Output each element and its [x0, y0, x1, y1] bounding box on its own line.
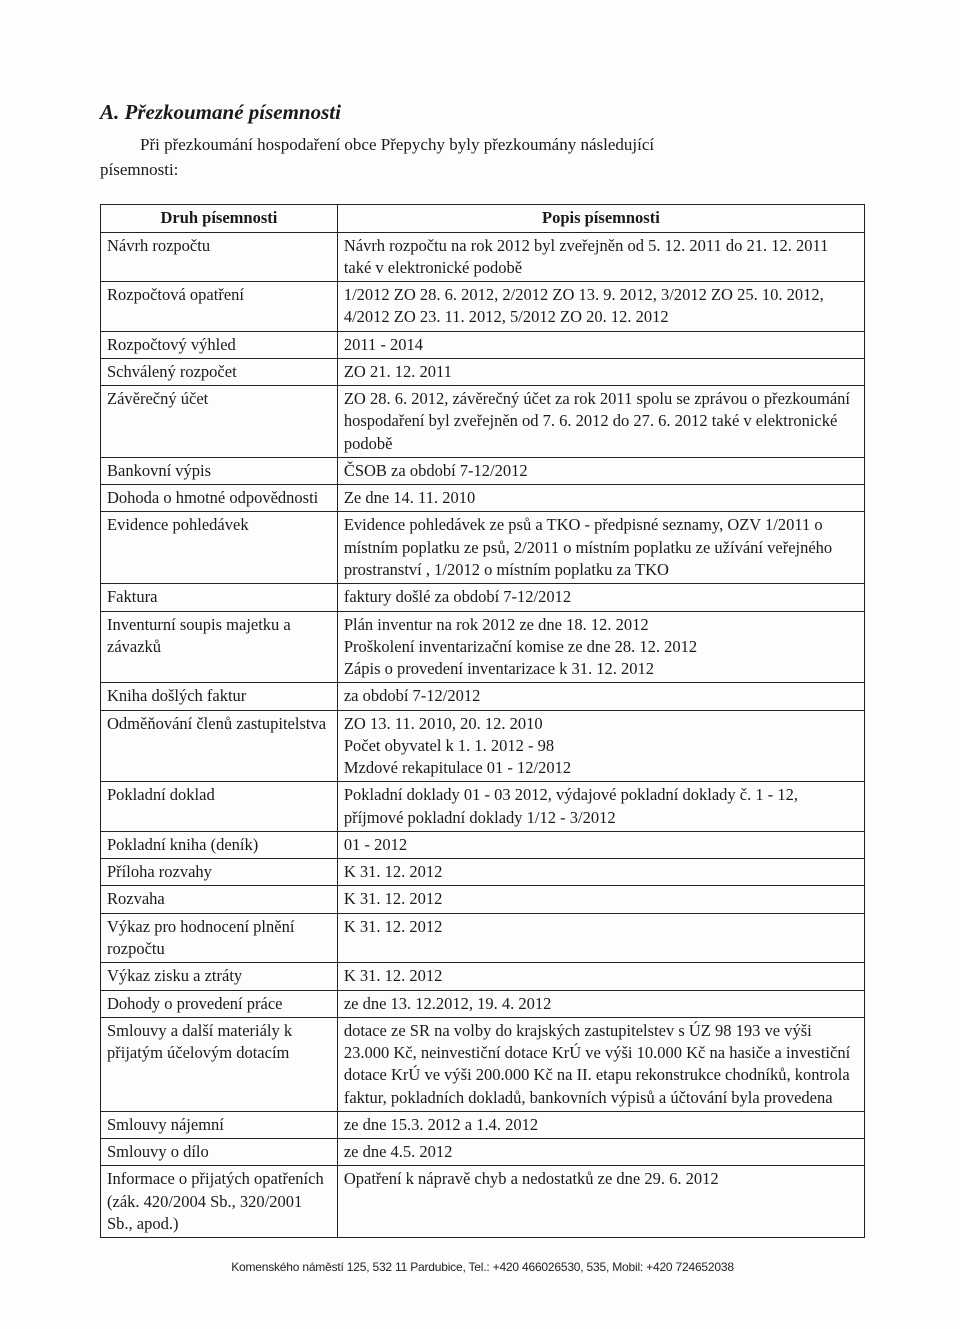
cell-document-type: Příloha rozvahy: [101, 859, 338, 886]
cell-document-type: Inventurní soupis majetku a závazků: [101, 611, 338, 683]
cell-document-type: Návrh rozpočtu: [101, 232, 338, 282]
cell-document-type: Evidence pohledávek: [101, 512, 338, 584]
intro-line1: Při přezkoumání hospodaření obce Přepych…: [140, 135, 654, 154]
table-row: Smlouvy nájemníze dne 15.3. 2012 a 1.4. …: [101, 1111, 865, 1138]
cell-document-type: Smlouvy nájemní: [101, 1111, 338, 1138]
cell-document-description: K 31. 12. 2012: [337, 913, 864, 963]
cell-document-description: dotace ze SR na volby do krajských zastu…: [337, 1017, 864, 1111]
cell-document-description: ZO 21. 12. 2011: [337, 358, 864, 385]
cell-document-description: ČSOB za období 7-12/2012: [337, 457, 864, 484]
cell-document-type: Rozvaha: [101, 886, 338, 913]
table-row: Kniha došlých fakturza období 7-12/2012: [101, 683, 865, 710]
cell-document-type: Pokladní kniha (deník): [101, 831, 338, 858]
cell-document-type: Bankovní výpis: [101, 457, 338, 484]
table-row: Schválený rozpočetZO 21. 12. 2011: [101, 358, 865, 385]
table-row: Smlouvy a další materiály k přijatým úče…: [101, 1017, 865, 1111]
table-row: Pokladní dokladPokladní doklady 01 - 03 …: [101, 782, 865, 832]
cell-document-type: Rozpočtový výhled: [101, 331, 338, 358]
cell-document-type: Smlouvy a další materiály k přijatým úče…: [101, 1017, 338, 1111]
table-row: Fakturafaktury došlé za období 7-12/2012: [101, 584, 865, 611]
documents-table: Druh písemnosti Popis písemnosti Návrh r…: [100, 204, 865, 1238]
table-row: Bankovní výpisČSOB za období 7-12/2012: [101, 457, 865, 484]
footer-contact: Komenského náměstí 125, 532 11 Pardubice…: [100, 1260, 865, 1274]
intro-line2: písemnosti:: [100, 160, 178, 179]
cell-document-type: Rozpočtová opatření: [101, 282, 338, 332]
cell-document-type: Odměňování členů zastupitelstva: [101, 710, 338, 782]
cell-document-description: K 31. 12. 2012: [337, 886, 864, 913]
cell-document-description: Pokladní doklady 01 - 03 2012, výdajové …: [337, 782, 864, 832]
cell-document-type: Výkaz zisku a ztráty: [101, 963, 338, 990]
cell-document-type: Faktura: [101, 584, 338, 611]
table-header-type: Druh písemnosti: [101, 205, 338, 232]
cell-document-description: K 31. 12. 2012: [337, 963, 864, 990]
cell-document-type: Výkaz pro hodnocení plnění rozpočtu: [101, 913, 338, 963]
table-row: Pokladní kniha (deník)01 - 2012: [101, 831, 865, 858]
table-row: Výkaz pro hodnocení plnění rozpočtuK 31.…: [101, 913, 865, 963]
cell-document-description: za období 7-12/2012: [337, 683, 864, 710]
cell-document-type: Schválený rozpočet: [101, 358, 338, 385]
cell-document-description: Plán inventur na rok 2012 ze dne 18. 12.…: [337, 611, 864, 683]
cell-document-description: ze dne 4.5. 2012: [337, 1139, 864, 1166]
cell-document-description: ZO 13. 11. 2010, 20. 12. 2010 Počet obyv…: [337, 710, 864, 782]
cell-document-type: Smlouvy o dílo: [101, 1139, 338, 1166]
table-row: Odměňování členů zastupitelstvaZO 13. 11…: [101, 710, 865, 782]
cell-document-type: Dohoda o hmotné odpovědnosti: [101, 485, 338, 512]
cell-document-description: 01 - 2012: [337, 831, 864, 858]
table-row: Příloha rozvahyK 31. 12. 2012: [101, 859, 865, 886]
table-row: Závěrečný účetZO 28. 6. 2012, závěrečný …: [101, 386, 865, 458]
cell-document-description: 2011 - 2014: [337, 331, 864, 358]
table-row: Návrh rozpočtuNávrh rozpočtu na rok 2012…: [101, 232, 865, 282]
cell-document-description: Opatření k nápravě chyb a nedostatků ze …: [337, 1166, 864, 1238]
cell-document-description: faktury došlé za období 7-12/2012: [337, 584, 864, 611]
cell-document-description: ze dne 13. 12.2012, 19. 4. 2012: [337, 990, 864, 1017]
table-row: Smlouvy o díloze dne 4.5. 2012: [101, 1139, 865, 1166]
table-row: Výkaz zisku a ztrátyK 31. 12. 2012: [101, 963, 865, 990]
cell-document-description: ZO 28. 6. 2012, závěrečný účet za rok 20…: [337, 386, 864, 458]
cell-document-type: Pokladní doklad: [101, 782, 338, 832]
intro-text: Při přezkoumání hospodaření obce Přepych…: [100, 133, 865, 182]
cell-document-description: Návrh rozpočtu na rok 2012 byl zveřejněn…: [337, 232, 864, 282]
cell-document-type: Závěrečný účet: [101, 386, 338, 458]
table-row: Dohoda o hmotné odpovědnostiZe dne 14. 1…: [101, 485, 865, 512]
table-header-description: Popis písemnosti: [337, 205, 864, 232]
cell-document-description: ze dne 15.3. 2012 a 1.4. 2012: [337, 1111, 864, 1138]
cell-document-type: Kniha došlých faktur: [101, 683, 338, 710]
table-row: Rozpočtový výhled2011 - 2014: [101, 331, 865, 358]
cell-document-description: Ze dne 14. 11. 2010: [337, 485, 864, 512]
table-row: Inventurní soupis majetku a závazkůPlán …: [101, 611, 865, 683]
table-row: Rozpočtová opatření1/2012 ZO 28. 6. 2012…: [101, 282, 865, 332]
cell-document-description: 1/2012 ZO 28. 6. 2012, 2/2012 ZO 13. 9. …: [337, 282, 864, 332]
table-row: Informace o přijatých opatřeních (zák. 4…: [101, 1166, 865, 1238]
table-row: Evidence pohledávekEvidence pohledávek z…: [101, 512, 865, 584]
table-row: RozvahaK 31. 12. 2012: [101, 886, 865, 913]
cell-document-description: K 31. 12. 2012: [337, 859, 864, 886]
cell-document-type: Dohody o provedení práce: [101, 990, 338, 1017]
table-header-row: Druh písemnosti Popis písemnosti: [101, 205, 865, 232]
cell-document-type: Informace o přijatých opatřeních (zák. 4…: [101, 1166, 338, 1238]
section-heading: A. Přezkoumané písemnosti: [100, 100, 865, 125]
table-row: Dohody o provedení práceze dne 13. 12.20…: [101, 990, 865, 1017]
cell-document-description: Evidence pohledávek ze psů a TKO - předp…: [337, 512, 864, 584]
